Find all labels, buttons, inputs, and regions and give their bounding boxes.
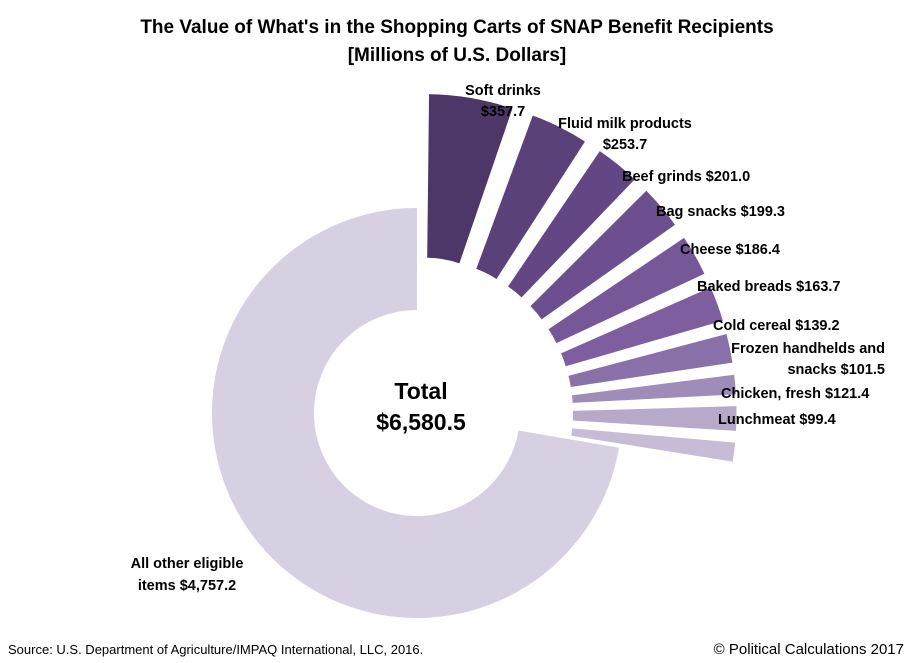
chart-title: The Value of What's in the Shopping Cart… (140, 17, 773, 38)
slice-lunchmeat (571, 428, 736, 462)
label-line: Beef grinds $201.0 (622, 169, 750, 185)
label-line: Baked breads $163.7 (697, 279, 840, 295)
label-beef-grinds: Beef grinds $201.0 (622, 169, 750, 185)
label-all-other-eligible-items: All other eligible items $4,757.2 (131, 556, 244, 594)
label-line: $253.7 (603, 137, 647, 153)
slice-all-other-eligible-items (211, 208, 620, 618)
label-line: All other eligible (131, 556, 244, 572)
slice-fluid-milk-products (476, 115, 585, 279)
label-chicken-fresh: Chicken, fresh $121.4 (721, 386, 869, 402)
label-line: Cold cereal $139.2 (713, 318, 840, 334)
slice-baked-breads (561, 287, 723, 367)
slice-bag-snacks (530, 190, 676, 320)
label-line: snacks $101.5 (787, 362, 885, 378)
chart-subtitle: [Millions of U.S. Dollars] (348, 45, 567, 66)
label-soft-drinks: Soft drinks $357.7 (465, 83, 541, 120)
donut-slices (211, 94, 737, 618)
slice-cheese (548, 237, 705, 344)
copyright-credit: © Political Calculations 2017 (714, 641, 904, 658)
label-line: $357.7 (481, 104, 525, 120)
label-line: Lunchmeat $99.4 (718, 412, 836, 428)
slice-cold-cereal (568, 334, 733, 387)
label-line: Chicken, fresh $121.4 (721, 386, 869, 402)
label-line: Soft drinks (465, 83, 541, 99)
label-lunchmeat: Lunchmeat $99.4 (718, 412, 836, 428)
slice-labels: Soft drinks $357.7 Fluid milk products $253… (131, 83, 885, 594)
label-fluid-milk-products: Fluid milk products $253.7 (558, 116, 692, 153)
label-frozen-handhelds-and-snacks: Frozen handhelds and snacks $101.5 (731, 341, 885, 378)
total-value: $6,580.5 (376, 409, 466, 435)
slice-beef-grinds (508, 151, 635, 298)
slice-chicken-fresh (572, 406, 737, 431)
label-line: items $4,757.2 (138, 578, 236, 594)
label-line: Bag snacks $199.3 (656, 204, 785, 220)
label-baked-breads: Baked breads $163.7 (697, 279, 840, 295)
label-line: Frozen handhelds and (731, 341, 885, 357)
slice-soft-drinks (427, 94, 513, 264)
label-bag-snacks: Bag snacks $199.3 (656, 204, 785, 220)
label-cold-cereal: Cold cereal $139.2 (713, 318, 840, 334)
total-label: Total (394, 378, 447, 404)
label-line: Fluid milk products (558, 116, 692, 132)
slice-frozen-handhelds-and-snacks (571, 374, 736, 403)
source-note: Source: U.S. Department of Agriculture/I… (8, 642, 423, 657)
label-cheese: Cheese $186.4 (680, 242, 780, 258)
label-line: Cheese $186.4 (680, 242, 780, 258)
